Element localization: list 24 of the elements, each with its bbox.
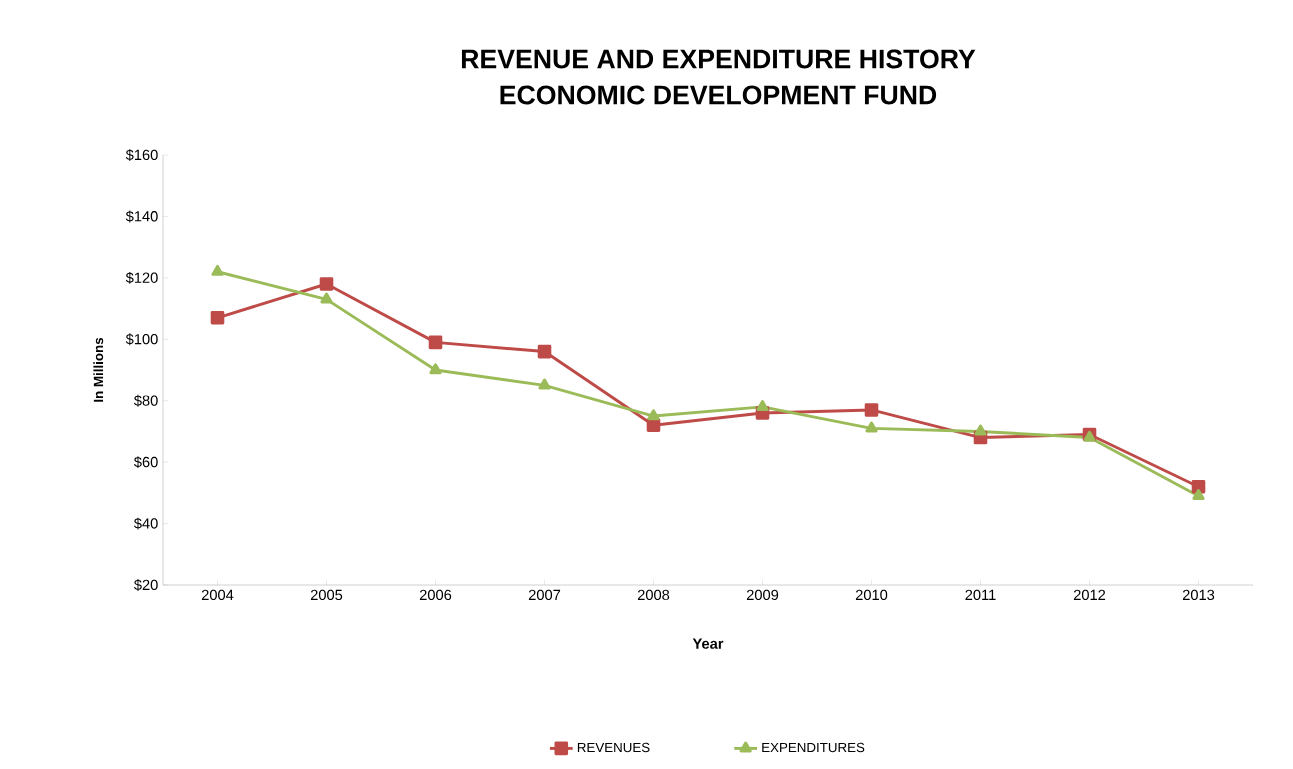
x-axis-title: Year bbox=[692, 638, 724, 649]
y-tick-label: $120 bbox=[125, 271, 158, 284]
y-tick-label: $140 bbox=[125, 210, 158, 223]
x-tick-label: 2011 bbox=[965, 589, 996, 601]
x-tick-label: 2010 bbox=[855, 589, 888, 601]
y-tick-label: $80 bbox=[133, 394, 158, 407]
y-tick-label: $40 bbox=[133, 517, 158, 530]
x-tick-label: 2004 bbox=[201, 589, 234, 601]
x-tick-label: 2005 bbox=[310, 589, 343, 601]
y-axis-title: In Millions bbox=[93, 337, 104, 402]
x-tick-label: 2007 bbox=[528, 589, 561, 601]
x-tick-label: 2009 bbox=[746, 589, 779, 601]
x-tick-label: 2013 bbox=[1182, 589, 1215, 601]
x-tick-label: 2008 bbox=[637, 589, 670, 601]
x-tick-label: 2012 bbox=[1073, 589, 1106, 601]
chart-title: REVENUE AND EXPENDITURE HISTORY bbox=[461, 49, 976, 69]
y-tick-label: $60 bbox=[133, 456, 158, 469]
legend-label: EXPENDITURES bbox=[762, 742, 865, 753]
y-tick-label: $100 bbox=[125, 333, 158, 346]
legend-label: REVENUES bbox=[577, 742, 650, 753]
y-tick-label: $20 bbox=[133, 579, 158, 591]
y-tick-label: $160 bbox=[125, 149, 158, 161]
x-tick-label: 2006 bbox=[419, 589, 452, 601]
chart-subtitle: ECONOMIC DEVELOPMENT FUND bbox=[500, 85, 937, 105]
